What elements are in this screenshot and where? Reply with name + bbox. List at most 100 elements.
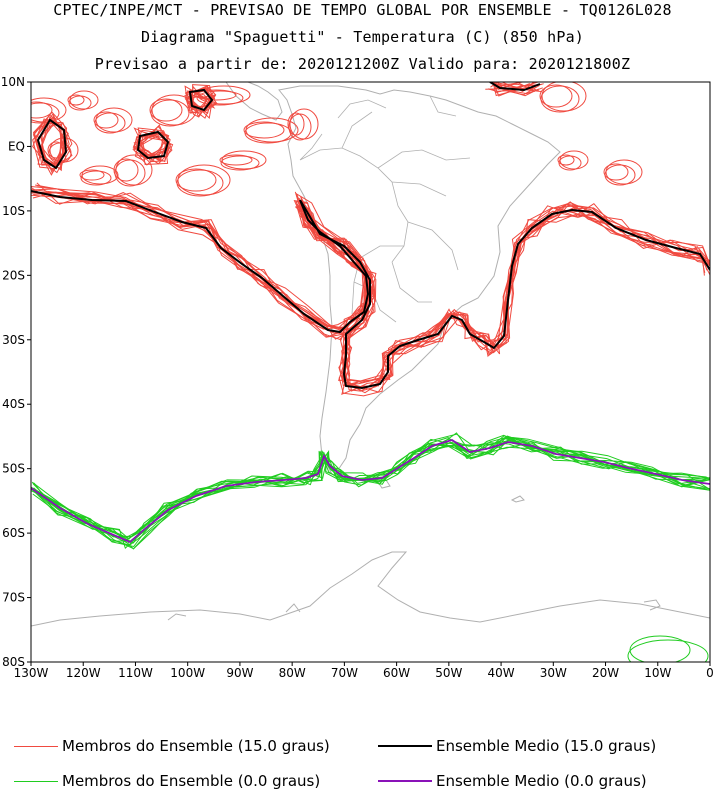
ensemble-member-15-closed-contour [95, 107, 133, 133]
country-borders [299, 95, 471, 323]
ensemble-member-0-contour [31, 441, 707, 538]
legend-swatch-mean-0 [378, 780, 432, 782]
ensemble-member-15-closed-contour [540, 85, 580, 113]
ensemble-member-15-closed-contour [244, 122, 292, 144]
ensemble-member-0-contour [32, 436, 708, 544]
ensemble-member-15-closed-contour [196, 90, 244, 106]
ensemble-member-15-closed-contour [603, 163, 629, 181]
antarctic-islands [167, 599, 661, 621]
ensemble-mean-15-closed-2 [136, 130, 170, 160]
ensemble-member-15-closed-contour [219, 154, 253, 166]
ensemble-member-15-closed-contour [31, 97, 67, 123]
ensemble-member-0-contour [31, 437, 710, 550]
ensemble-member-0-contour [31, 436, 710, 544]
ensemble-member-15-closed-contour [559, 150, 589, 170]
ensemble-member-15-closed-contour [604, 164, 636, 186]
ensemble-member-15-closed-contour [605, 159, 643, 185]
lat-tick-label: 80S [2, 655, 25, 669]
ensemble-member-15-contour [184, 85, 214, 119]
ensemble-mean-15-closed-3 [188, 88, 214, 112]
header-validity: Previsao a partir de: 2020121200Z Valido… [94, 55, 631, 73]
ensemble-member-15-closed-contour [47, 141, 65, 159]
legend-label-member-0: Membros do Ensemble (0.0 graus) [62, 772, 321, 790]
legend-label-mean-0: Ensemble Medio (0.0 graus) [436, 772, 647, 790]
central-america-coastline [225, 82, 283, 121]
lon-tick-label: 50W [435, 666, 462, 680]
ensemble-member-15-closed-contour [195, 89, 237, 101]
ensemble-member-15-closed-contour [149, 98, 183, 122]
header-title: CPTEC/INPE/MCT - PREVISAO DE TEMPO GLOBA… [53, 1, 672, 19]
ensemble-member-15-closed-contour [558, 155, 582, 171]
ensemble-member-15-closed-contour [539, 84, 573, 108]
legend-swatch-mean-15 [378, 745, 432, 747]
members-0-layer [31, 432, 710, 662]
lon-tick-label: 120W [66, 666, 101, 680]
ensemble-member-15-closed-contour [176, 169, 224, 197]
ensemble-member-15-contour [492, 82, 536, 97]
ensemble-member-15-closed-contour [197, 85, 251, 105]
lat-tick-label: 70S [2, 591, 25, 605]
ensemble-member-15-contour [36, 182, 710, 387]
ensemble-member-15-closed-contour [68, 95, 92, 111]
ensemble-member-15-closed-contour [243, 121, 285, 139]
header-subtitle: Diagrama "Spaguetti" - Temperatura (C) (… [140, 28, 585, 46]
ensemble-member-15-closed-contour [93, 111, 119, 129]
ensemble-member-15-closed-contour [81, 165, 119, 185]
lon-tick-label: 0 [706, 666, 714, 680]
legend-swatch-member-0 [14, 780, 58, 782]
lat-tick-label: EQ [8, 139, 25, 153]
legend-member-0: Membros do Ensemble (0.0 graus) [14, 772, 320, 790]
lon-tick-label: 10W [644, 666, 671, 680]
lon-tick-label: 30W [540, 666, 567, 680]
ensemble-member-15-closed-contour [113, 158, 139, 182]
ensemble-member-15-closed-contour [114, 159, 146, 187]
ensemble-member-15-closed-contour [151, 94, 197, 126]
ensemble-member-15-closed-contour [289, 108, 319, 140]
ensemble-member-15-closed-contour [287, 112, 305, 136]
ensemble-member-15-closed-contour [557, 154, 575, 166]
lon-tick-label: 20W [592, 666, 619, 680]
coastline-layer [31, 82, 710, 627]
south-america-coastline [278, 85, 561, 482]
legend-member-15: Membros do Ensemble (15.0 graus) [14, 737, 330, 755]
lon-tick-label: 130W [14, 666, 49, 680]
ensemble-member-15-closed-contour [79, 169, 105, 181]
ensemble-member-15-closed-contour [115, 154, 153, 186]
ensemble-member-15-closed-contour [245, 117, 299, 143]
ensemble-member-15-closed-contour [150, 99, 190, 127]
lat-tick-label: 50S [2, 462, 25, 476]
ensemble-member-15-contour [192, 84, 213, 120]
ensemble-mean-0-contour [31, 439, 710, 544]
legend-label-mean-15: Ensemble Medio (15.0 graus) [436, 737, 657, 755]
ensemble-member-15-contour [31, 188, 710, 383]
ensemble-mean-15-layer [31, 82, 710, 390]
lon-tick-label: 90W [226, 666, 253, 680]
legend-label-member-15: Membros do Ensemble (15.0 graus) [62, 737, 330, 755]
ensemble-member-0-contour [33, 433, 710, 538]
ensemble-member-15-closed-contour [288, 113, 312, 141]
lat-tick-label: 60S [2, 526, 25, 540]
ensemble-member-15-closed-contour [94, 112, 126, 134]
ensemble-member-0-contour [32, 437, 710, 542]
ensemble-member-0-contour [33, 436, 710, 540]
lon-tick-label: 100W [170, 666, 205, 680]
map-frame [30, 81, 711, 663]
lat-tick-group: 10N EQ 10S 20S 30S 40S 50S 60S 70S 80S [1, 75, 31, 669]
lon-tick-group: 130W 120W 110W 100W 90W 80W 70W 60W 50W 40W 30W 20W… [14, 662, 714, 680]
south-georgia-coastline [510, 495, 525, 503]
ensemble-member-0-closed-contour [627, 639, 709, 662]
lat-tick-label: 20S [2, 268, 25, 282]
ensemble-member-15-closed-contour [80, 170, 112, 186]
ensemble-member-15-contour [35, 184, 710, 394]
lat-tick-label: 10N [1, 75, 25, 89]
ensemble-member-0-contour [31, 434, 707, 550]
ensemble-member-15-closed-contour [67, 94, 85, 106]
members-15-layer [31, 82, 710, 397]
ensemble-member-0-contour [31, 432, 710, 538]
ensemble-member-0-closed-contour [629, 635, 691, 662]
ensemble-member-15-contour [133, 136, 171, 166]
ensemble-member-15-closed-contour [220, 155, 260, 171]
ensemble-member-0-contour [33, 437, 710, 548]
ensemble-member-15-closed-contour [175, 168, 217, 192]
lon-tick-label: 110W [118, 666, 153, 680]
